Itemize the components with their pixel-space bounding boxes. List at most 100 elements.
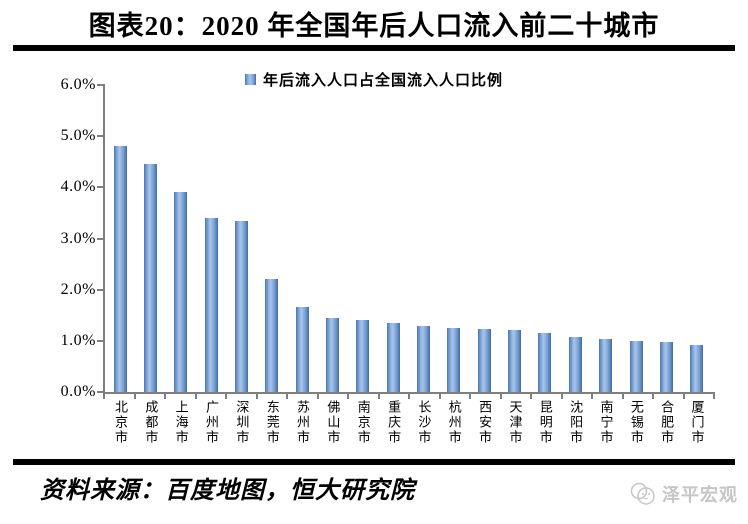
x-tick-mark [713, 394, 715, 399]
bar-南宁市 [599, 339, 613, 392]
bar-slot [135, 85, 165, 392]
bar-南京市 [356, 320, 370, 392]
y-tick-mark [97, 288, 103, 291]
bar-slot [226, 85, 256, 392]
x-tick-label: 南京市 [355, 400, 371, 445]
y-tick-label: 6.0% [60, 76, 96, 93]
bar-slot [530, 85, 560, 392]
bar-杭州市 [447, 327, 461, 392]
x-tick-mark [621, 394, 624, 399]
y-axis-ticks [97, 84, 103, 393]
y-tick-label: 3.0% [60, 229, 96, 247]
bar-重庆市 [386, 322, 400, 392]
bar-深圳市 [235, 220, 249, 392]
bar-slot [317, 85, 347, 392]
bar-slot [591, 85, 621, 392]
x-tick-label: 广州市 [204, 400, 220, 445]
zeping-macro-logo-icon [630, 482, 655, 505]
chart-legend: 年后流入人口占全国流入人口比例 [0, 69, 748, 90]
x-tick-label: 深圳市 [234, 400, 250, 445]
x-tick-label: 北京市 [112, 400, 128, 445]
y-tick-label: 5.0% [60, 127, 96, 145]
bar-成都市 [144, 164, 158, 392]
y-tick-mark [97, 135, 103, 138]
x-tick-mark [682, 394, 685, 399]
y-tick-mark [97, 339, 103, 342]
x-tick-label: 成都市 [143, 400, 159, 445]
bar-slot [682, 85, 712, 392]
x-tick-mark [164, 394, 166, 399]
x-tick-mark [560, 394, 563, 399]
x-tick-mark [377, 394, 380, 399]
x-axis-line [103, 392, 715, 394]
x-tick-mark [408, 394, 410, 399]
y-tick-label: 4.0% [60, 178, 96, 196]
bar-东莞市 [265, 279, 279, 392]
bar-佛山市 [326, 318, 340, 392]
bar-无锡市 [629, 341, 643, 392]
x-tick-label: 沈阳市 [568, 400, 584, 445]
legend-label: 年后流入人口占全国流入人口比例 [262, 73, 503, 89]
bar-沈阳市 [568, 337, 582, 392]
bar-slot [196, 85, 226, 392]
y-tick-label: 1.0% [60, 331, 96, 349]
x-tick-mark [591, 394, 593, 399]
bar-上海市 [174, 192, 188, 392]
x-tick-mark [103, 394, 105, 399]
x-tick-mark [347, 394, 349, 399]
bar-长沙市 [417, 326, 431, 392]
x-tick-mark [286, 394, 288, 399]
x-tick-mark [255, 394, 258, 399]
figure-title: 图表20：2020 年全国年后人口流入前二十城市 [88, 11, 660, 41]
bar-slot [469, 85, 499, 392]
source-note: 资料来源：百度地图，恒大研究院 [40, 478, 415, 504]
y-tick-mark [97, 391, 103, 393]
x-tick-label: 杭州市 [446, 400, 462, 445]
x-tick-label: 上海市 [173, 400, 189, 445]
x-tick-mark [438, 394, 441, 399]
bar-北京市 [113, 146, 127, 392]
watermark-label: 泽平宏观 [662, 485, 738, 505]
bar-slot [378, 85, 408, 392]
bar-厦门市 [690, 344, 704, 392]
bottom-divider [13, 459, 735, 465]
x-tick-mark [225, 394, 227, 399]
bar-slot [439, 85, 469, 392]
y-tick-mark [97, 237, 103, 240]
top-divider [13, 45, 735, 51]
y-tick-mark [97, 84, 103, 86]
y-axis-labels: 0.0% 1.0% 2.0% 3.0% 4.0% 5.0% 6.0% [0, 76, 96, 400]
x-tick-label: 南宁市 [598, 400, 614, 445]
y-tick-mark [97, 186, 103, 189]
bar-slot [348, 85, 378, 392]
x-tick-label: 合肥市 [659, 400, 675, 445]
x-tick-label: 无锡市 [628, 400, 644, 445]
x-tick-label: 佛山市 [325, 400, 341, 445]
bar-昆明市 [538, 333, 552, 392]
legend-marker-icon [244, 74, 256, 85]
bar-slot [560, 85, 590, 392]
y-tick-label: 0.0% [60, 383, 96, 400]
bar-slot [166, 85, 196, 392]
bar-series [105, 85, 712, 392]
x-tick-label: 昆明市 [537, 400, 553, 445]
bar-slot [105, 85, 135, 392]
bar-广州市 [204, 218, 218, 392]
x-tick-label: 天津市 [507, 400, 523, 445]
x-tick-mark [133, 394, 136, 399]
bar-天津市 [508, 330, 522, 392]
x-tick-mark [652, 394, 654, 399]
bar-苏州市 [295, 307, 309, 392]
bar-西安市 [477, 328, 491, 392]
y-axis-line [103, 84, 105, 394]
x-tick-label: 长沙市 [416, 400, 432, 445]
x-tick-mark [316, 394, 319, 399]
y-tick-label: 2.0% [60, 280, 96, 298]
x-axis-ticks [103, 394, 715, 399]
x-tick-label: 重庆市 [386, 400, 402, 445]
x-tick-mark [469, 394, 471, 399]
x-tick-label: 西安市 [477, 400, 493, 445]
bar-slot [287, 85, 317, 392]
x-tick-mark [499, 394, 502, 399]
x-tick-mark [194, 394, 197, 399]
